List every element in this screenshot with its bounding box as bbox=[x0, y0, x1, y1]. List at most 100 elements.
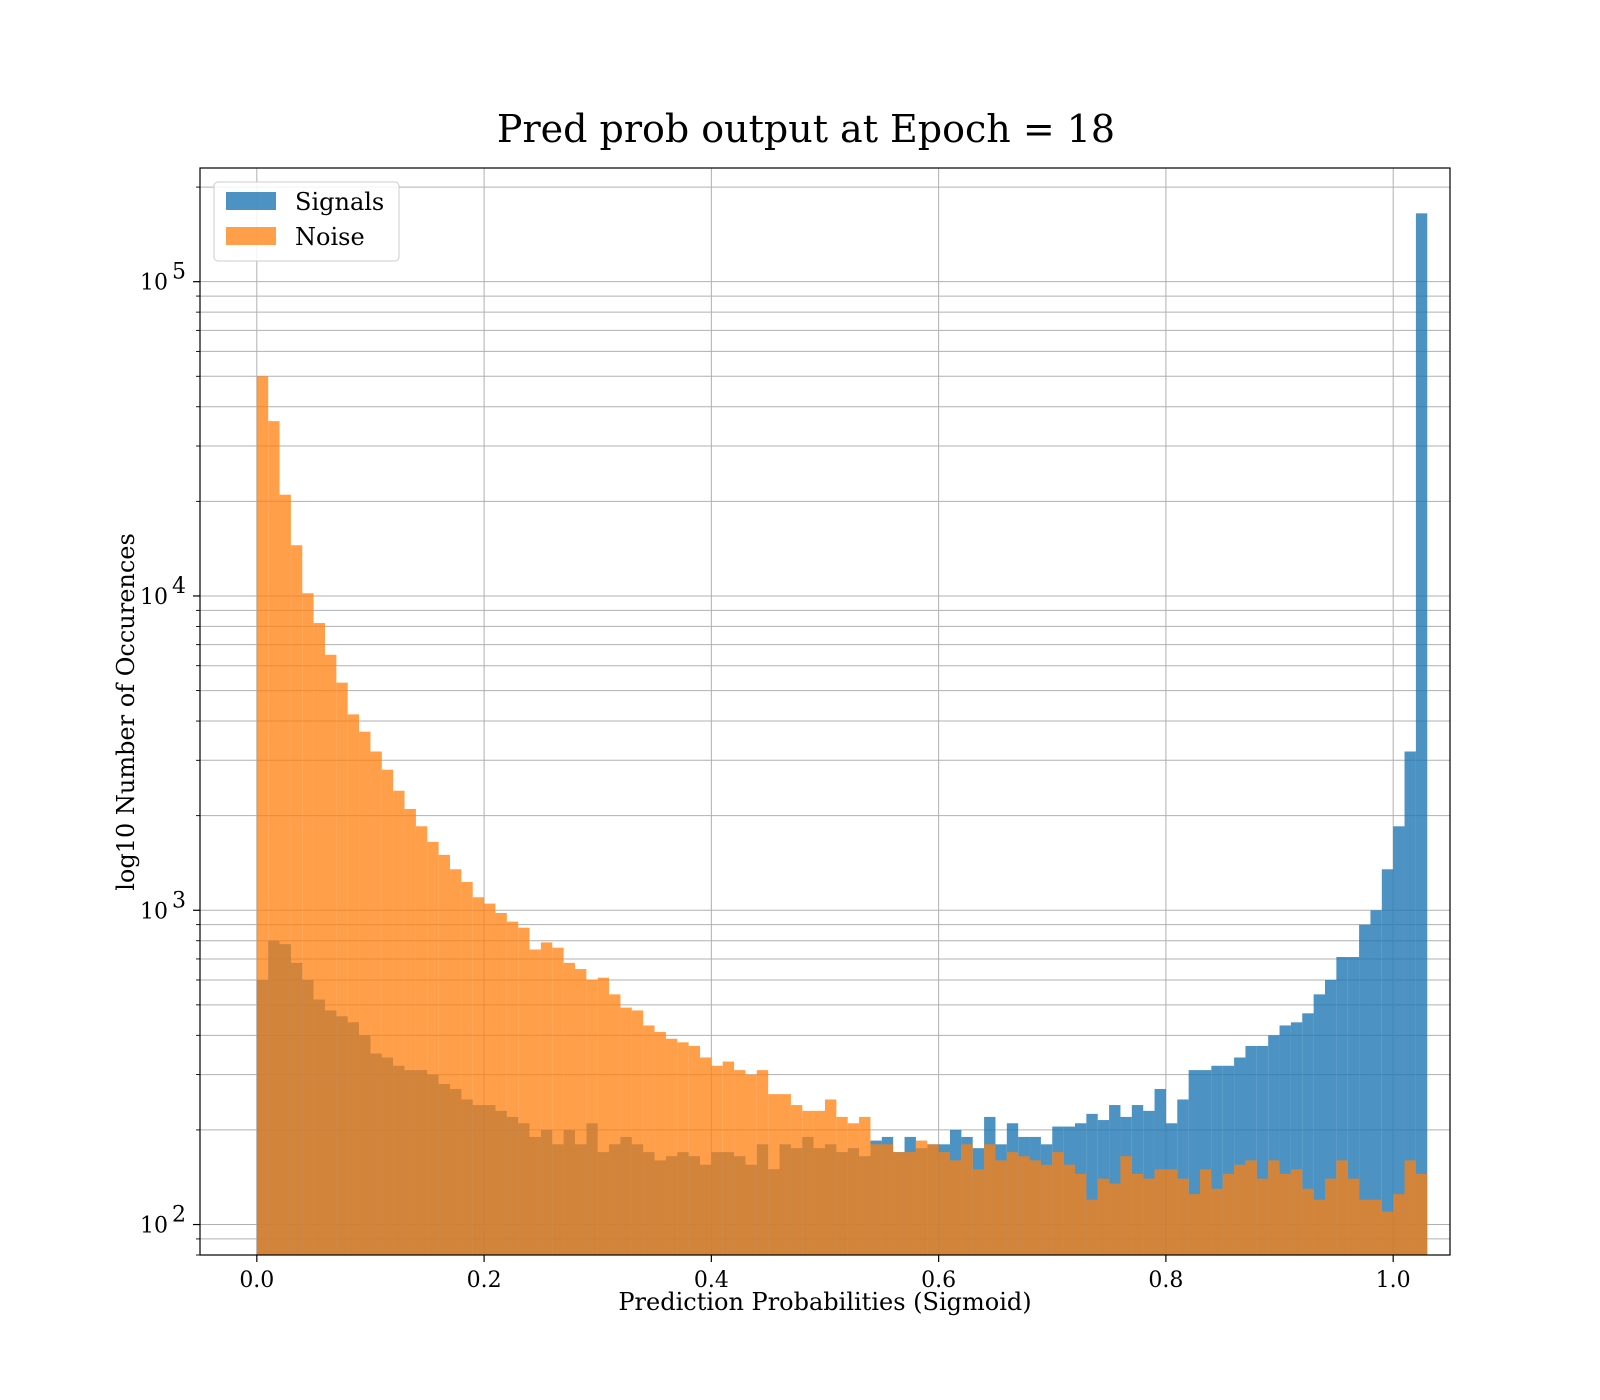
bar-noise bbox=[654, 1031, 666, 1255]
legend-label-signals: Signals bbox=[295, 188, 384, 216]
y-tick-label: 10 bbox=[140, 271, 168, 296]
x-tick-label: 0.4 bbox=[694, 1268, 729, 1293]
bar-noise bbox=[393, 790, 405, 1255]
bar-noise bbox=[1415, 1173, 1428, 1255]
bar-noise bbox=[825, 1099, 837, 1255]
bar-noise bbox=[836, 1116, 848, 1255]
series-noise bbox=[256, 376, 1428, 1256]
bar-noise bbox=[1336, 1160, 1348, 1255]
bar-noise bbox=[677, 1042, 689, 1255]
y-tick-label: 10 bbox=[140, 585, 168, 610]
bar-noise bbox=[893, 1152, 905, 1255]
bar-noise bbox=[1165, 1169, 1178, 1255]
bar-noise bbox=[1245, 1160, 1257, 1255]
bar-noise bbox=[1029, 1160, 1041, 1255]
bar-noise bbox=[756, 1070, 769, 1255]
bar-noise bbox=[620, 1007, 632, 1255]
bar-signals bbox=[1086, 1113, 1098, 1255]
bar-noise bbox=[1234, 1164, 1246, 1255]
bar-noise bbox=[495, 913, 507, 1255]
bar-noise bbox=[609, 994, 621, 1255]
bar-noise bbox=[995, 1160, 1007, 1255]
bar-signals bbox=[1404, 751, 1416, 1255]
bar-noise bbox=[1279, 1173, 1291, 1255]
bar-noise bbox=[404, 808, 416, 1255]
bar-noise bbox=[381, 769, 394, 1255]
bar-noise bbox=[881, 1144, 894, 1255]
bar-noise bbox=[643, 1025, 655, 1255]
bar-noise bbox=[597, 977, 610, 1255]
bar-noise bbox=[722, 1061, 735, 1255]
bar-noise bbox=[915, 1140, 928, 1255]
bar-noise bbox=[1370, 1199, 1382, 1255]
bar-noise bbox=[438, 854, 450, 1255]
bar-noise bbox=[313, 623, 325, 1255]
bar-signals bbox=[1381, 869, 1394, 1255]
bar-noise bbox=[1222, 1173, 1235, 1255]
bar-noise bbox=[552, 947, 564, 1255]
bar-noise bbox=[279, 494, 291, 1256]
bar-noise bbox=[745, 1074, 757, 1255]
bar-noise bbox=[631, 1010, 644, 1255]
y-tick-exponent: 2 bbox=[172, 1203, 186, 1228]
x-tick-label: 0.8 bbox=[1148, 1268, 1183, 1293]
bar-signals bbox=[1222, 1065, 1235, 1255]
bar-noise bbox=[347, 714, 360, 1255]
bar-signals bbox=[1290, 1022, 1303, 1255]
bar-signals bbox=[1313, 994, 1325, 1255]
bar-noise bbox=[1256, 1178, 1269, 1255]
bar-noise bbox=[847, 1123, 860, 1255]
bar-noise bbox=[1381, 1211, 1394, 1255]
bar-signals bbox=[1200, 1070, 1212, 1255]
bar-signals bbox=[1109, 1105, 1121, 1255]
bar-noise bbox=[415, 826, 428, 1255]
bar-signals bbox=[1415, 213, 1428, 1256]
bar-noise bbox=[1393, 1194, 1405, 1255]
bar-noise bbox=[256, 376, 269, 1255]
bar-noise bbox=[961, 1144, 973, 1255]
x-axis-ticks: 0.0 0.2 0.4 0.6 0.8 1.0 bbox=[239, 1255, 1411, 1293]
bar-signals bbox=[1268, 1035, 1280, 1255]
bar-noise bbox=[984, 1144, 996, 1255]
bar-noise bbox=[450, 869, 462, 1255]
x-axis-label: Prediction Probabilities (Sigmoid) bbox=[618, 1288, 1031, 1316]
bar-noise bbox=[268, 421, 280, 1256]
bar-noise bbox=[1052, 1152, 1064, 1255]
bar-noise bbox=[427, 841, 439, 1255]
bar-noise bbox=[1086, 1199, 1098, 1255]
bar-noise bbox=[540, 942, 553, 1255]
bar-noise bbox=[768, 1094, 780, 1255]
bar-signals bbox=[1302, 1013, 1314, 1255]
bar-noise bbox=[938, 1152, 950, 1255]
bar-noise bbox=[484, 903, 496, 1255]
y-tick-exponent: 5 bbox=[172, 260, 186, 285]
bar-signals bbox=[1256, 1045, 1269, 1255]
bar-noise bbox=[870, 1144, 882, 1255]
bar-noise bbox=[1131, 1173, 1144, 1255]
x-tick-label: 0.6 bbox=[921, 1268, 956, 1293]
bar-noise bbox=[1006, 1152, 1019, 1255]
bar-noise bbox=[859, 1116, 871, 1255]
bar-noise bbox=[1347, 1178, 1360, 1255]
bar-noise bbox=[700, 1057, 712, 1255]
bar-noise bbox=[518, 927, 530, 1255]
bar-noise bbox=[1325, 1178, 1337, 1255]
bar-noise bbox=[1109, 1183, 1121, 1255]
bar-signals bbox=[1245, 1045, 1257, 1255]
bar-noise bbox=[1359, 1199, 1371, 1255]
bar-noise bbox=[1211, 1188, 1223, 1255]
bar-noise bbox=[1404, 1160, 1416, 1255]
bar-signals bbox=[1370, 910, 1382, 1255]
bar-signals bbox=[1393, 826, 1405, 1255]
bar-noise bbox=[1075, 1173, 1087, 1255]
histogram-bars bbox=[256, 213, 1428, 1256]
bar-noise bbox=[1154, 1169, 1166, 1255]
bar-noise bbox=[734, 1070, 746, 1255]
chart-title: Pred prob output at Epoch = 18 bbox=[497, 107, 1115, 151]
bar-noise bbox=[1313, 1199, 1325, 1255]
x-tick-label: 0.2 bbox=[467, 1268, 502, 1293]
bar-noise bbox=[506, 921, 519, 1255]
bar-noise bbox=[1120, 1156, 1132, 1255]
